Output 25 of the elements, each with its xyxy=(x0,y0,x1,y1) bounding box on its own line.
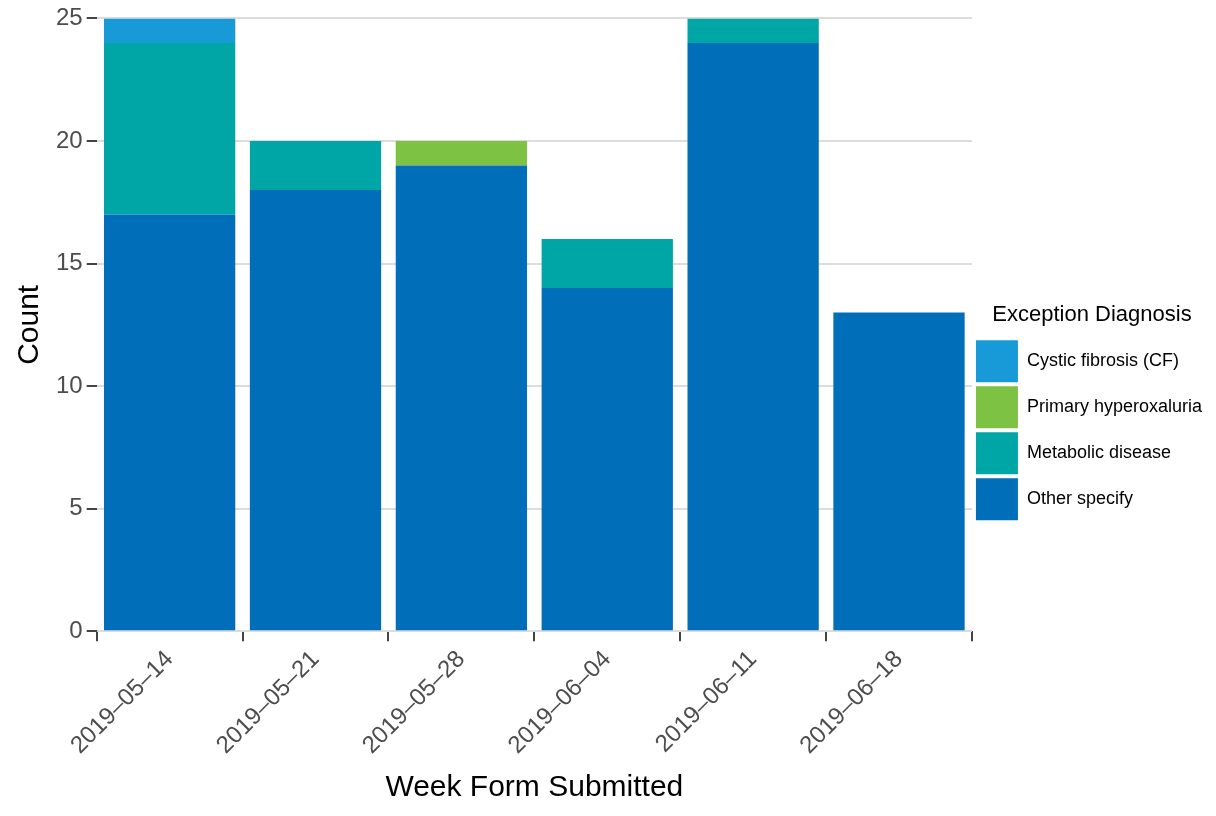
bar xyxy=(103,18,236,43)
y-axis-title: Count xyxy=(11,284,45,365)
y-tick-label: 15 xyxy=(55,248,83,276)
bar xyxy=(103,42,236,215)
y-tick-label: 25 xyxy=(55,3,83,31)
bar xyxy=(249,190,382,631)
bar xyxy=(541,239,673,289)
bar xyxy=(833,312,965,631)
bar xyxy=(103,214,236,631)
legend-label: Primary hyperoxaluria xyxy=(1026,396,1203,417)
bar xyxy=(395,165,528,631)
y-tick-label: 0 xyxy=(69,615,83,643)
bar xyxy=(687,42,819,631)
legend-label: Other specify xyxy=(1026,488,1133,509)
y-tick-label: 10 xyxy=(55,370,83,398)
x-axis-title: Week Form Submitted xyxy=(385,769,684,803)
y-tick-label: 5 xyxy=(69,493,83,521)
bar xyxy=(249,140,382,190)
legend-label: Metabolic disease xyxy=(1026,442,1172,463)
legend-title: Exception Diagnosis xyxy=(992,300,1192,326)
bar xyxy=(687,18,819,43)
legend-label: Cystic fibrosis (CF) xyxy=(1026,350,1179,371)
y-tick-label: 20 xyxy=(55,125,83,153)
bar xyxy=(395,140,528,166)
bar xyxy=(541,288,673,631)
